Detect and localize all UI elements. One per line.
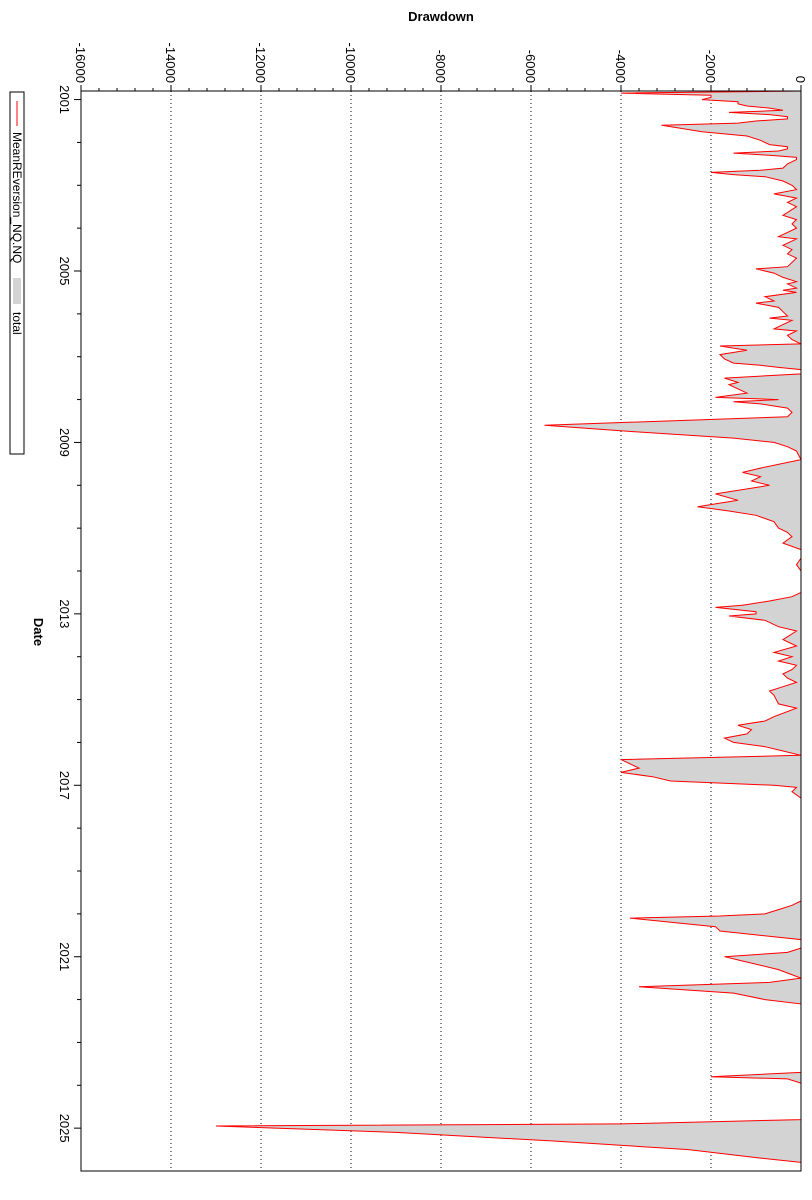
date-tick-label-2: 2009 [57, 428, 72, 457]
drawdown-tick-label-2: -12000 [253, 43, 268, 83]
legend-box [9, 91, 25, 455]
legend-fill-swatch [13, 278, 21, 304]
legend: MeanREversion_NQ.NQ total [9, 91, 25, 455]
drawdown-axis-ticks: -16000 -14000 -12000 -10000 -8000 -6000 -4000 -… [73, 43, 808, 91]
drawdown-tick-label-6: -4000 [613, 50, 628, 83]
drawdown-tick-label-5: -6000 [523, 50, 538, 83]
drawdown-tick-label-7: -2000 [703, 50, 718, 83]
date-tick-label-3: 2013 [57, 599, 72, 628]
drawdown-tick-label-0: -16000 [73, 43, 88, 83]
series-line-layer [215, 90, 802, 1163]
date-axis-ticks: 2001 2005 2009 2013 2017 2021 2025 [57, 85, 81, 1143]
legend-label-total: total [10, 312, 24, 335]
drawdown-tick-label-8: 0 [793, 76, 808, 83]
grid-lines [170, 91, 712, 1171]
date-tick-label-4: 2017 [57, 771, 72, 800]
date-tick-label-6: 2025 [57, 1114, 72, 1143]
date-tick-label-0: 2001 [57, 85, 72, 114]
date-axis-title: Date [31, 618, 46, 646]
meanreversion-line [215, 90, 802, 1163]
date-tick-label-1: 2005 [57, 257, 72, 286]
drawdown-tick-label-1: -14000 [163, 43, 178, 83]
date-tick-label-5: 2021 [57, 942, 72, 971]
drawdown-tick-label-3: -10000 [343, 43, 358, 83]
legend-label-meanreversion: MeanREversion_NQ.NQ [10, 132, 24, 263]
drawdown-axis-title: Drawdown [408, 9, 474, 24]
drawdown-tick-label-4: -8000 [433, 50, 448, 83]
